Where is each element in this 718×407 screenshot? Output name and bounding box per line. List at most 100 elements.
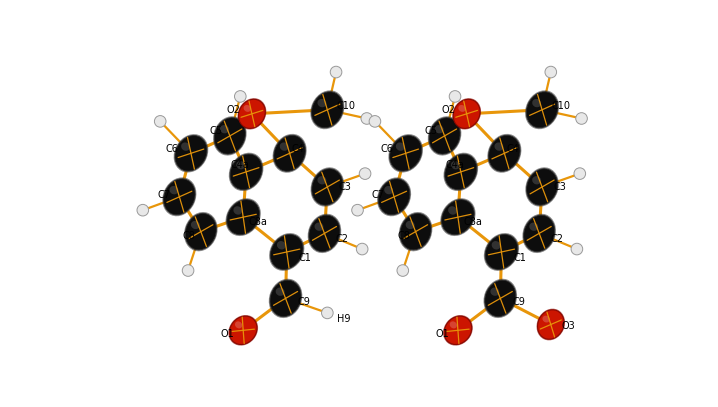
Circle shape [182, 265, 194, 276]
Text: C7: C7 [372, 190, 385, 200]
Text: C6: C6 [380, 144, 393, 154]
Ellipse shape [238, 99, 265, 128]
Ellipse shape [229, 153, 264, 191]
Circle shape [449, 91, 461, 102]
Ellipse shape [169, 186, 178, 194]
Ellipse shape [440, 198, 475, 236]
Text: C2: C2 [550, 234, 563, 244]
Ellipse shape [235, 322, 242, 328]
Ellipse shape [174, 134, 208, 173]
Ellipse shape [314, 223, 324, 231]
Ellipse shape [271, 234, 303, 269]
Circle shape [574, 168, 586, 179]
Ellipse shape [495, 142, 503, 151]
Ellipse shape [181, 142, 190, 151]
Circle shape [137, 204, 149, 216]
Ellipse shape [317, 99, 327, 107]
Ellipse shape [536, 309, 565, 340]
Ellipse shape [526, 92, 558, 128]
Ellipse shape [451, 161, 460, 169]
Ellipse shape [184, 212, 218, 251]
Text: C10: C10 [337, 101, 355, 111]
Ellipse shape [225, 198, 261, 236]
Text: C1: C1 [299, 253, 312, 263]
Ellipse shape [230, 316, 257, 344]
Text: C3: C3 [553, 182, 566, 192]
Circle shape [330, 66, 342, 78]
Text: O3: O3 [561, 321, 575, 331]
Ellipse shape [310, 90, 345, 129]
Ellipse shape [175, 136, 207, 171]
Ellipse shape [488, 135, 520, 171]
Ellipse shape [542, 316, 550, 322]
Text: C3: C3 [338, 182, 351, 192]
Text: C9: C9 [513, 297, 526, 307]
Ellipse shape [444, 153, 478, 191]
Ellipse shape [444, 316, 472, 344]
Ellipse shape [525, 90, 559, 129]
Ellipse shape [308, 214, 341, 253]
Ellipse shape [384, 186, 393, 194]
Circle shape [571, 243, 583, 255]
Ellipse shape [317, 176, 327, 184]
Text: O2: O2 [441, 105, 455, 115]
Ellipse shape [269, 233, 304, 271]
Ellipse shape [270, 280, 301, 317]
Text: O2: O2 [226, 105, 241, 115]
Text: C4: C4 [292, 144, 304, 154]
Ellipse shape [485, 280, 516, 317]
Text: C8a: C8a [463, 217, 482, 227]
Ellipse shape [378, 179, 410, 215]
Ellipse shape [388, 134, 423, 173]
Ellipse shape [312, 169, 343, 205]
Ellipse shape [276, 288, 284, 296]
Circle shape [356, 243, 368, 255]
Text: O1: O1 [435, 329, 449, 339]
Circle shape [352, 204, 363, 216]
Ellipse shape [485, 234, 518, 269]
Ellipse shape [428, 116, 462, 155]
Circle shape [154, 116, 166, 127]
Ellipse shape [434, 125, 444, 133]
Text: C8: C8 [183, 231, 196, 241]
Circle shape [235, 91, 246, 102]
Text: C2: C2 [335, 234, 348, 244]
Circle shape [545, 66, 556, 78]
Ellipse shape [243, 105, 251, 112]
Ellipse shape [236, 161, 245, 169]
Ellipse shape [280, 142, 289, 151]
Ellipse shape [523, 214, 556, 253]
Ellipse shape [377, 177, 411, 216]
Ellipse shape [448, 206, 457, 214]
Text: C1: C1 [513, 253, 526, 263]
Ellipse shape [452, 98, 481, 129]
Ellipse shape [532, 176, 541, 184]
Circle shape [359, 168, 371, 179]
Text: C9: C9 [298, 297, 311, 307]
Ellipse shape [277, 241, 286, 249]
Circle shape [322, 307, 333, 319]
Ellipse shape [488, 134, 521, 173]
Text: O1: O1 [220, 329, 234, 339]
Text: C8a: C8a [248, 217, 267, 227]
Text: C4a: C4a [231, 160, 250, 170]
Ellipse shape [442, 200, 475, 235]
Ellipse shape [228, 315, 258, 346]
Text: C8: C8 [398, 231, 411, 241]
Ellipse shape [227, 200, 259, 235]
Text: C4a: C4a [446, 160, 465, 170]
Circle shape [576, 113, 587, 124]
Ellipse shape [238, 98, 266, 129]
Ellipse shape [526, 167, 559, 207]
Ellipse shape [233, 206, 242, 214]
Text: H9: H9 [337, 314, 350, 324]
Text: C4: C4 [507, 144, 520, 154]
Circle shape [369, 116, 381, 127]
Text: C5: C5 [424, 126, 437, 136]
Ellipse shape [523, 215, 555, 252]
Circle shape [397, 265, 409, 276]
Ellipse shape [538, 310, 564, 339]
Ellipse shape [444, 154, 477, 190]
Ellipse shape [312, 92, 343, 128]
Ellipse shape [230, 154, 262, 190]
